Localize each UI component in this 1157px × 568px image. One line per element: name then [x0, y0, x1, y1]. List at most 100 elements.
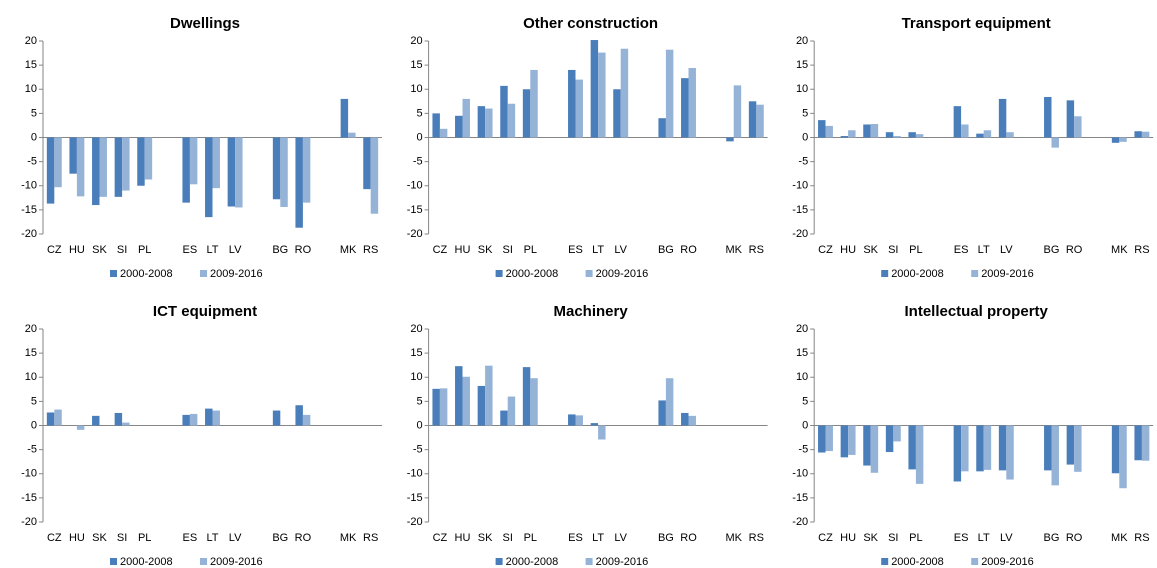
bar [575, 415, 583, 426]
y-tick-label: 10 [796, 371, 808, 383]
x-tick-label: BG [272, 532, 288, 544]
x-tick-label: PL [138, 244, 151, 256]
x-tick-label: LT [206, 532, 218, 544]
y-tick-label: -15 [792, 204, 808, 216]
bar [1111, 425, 1120, 474]
bar [189, 413, 198, 426]
y-tick-label: -15 [21, 204, 37, 216]
bar [953, 425, 962, 482]
bar [227, 137, 236, 207]
bar [568, 414, 576, 426]
x-tick-label: SI [502, 532, 512, 544]
y-tick-label: 0 [31, 131, 37, 143]
x-tick-label: ES [183, 532, 198, 544]
bar [485, 365, 493, 426]
bar [665, 378, 674, 426]
x-tick-label: RS [1134, 532, 1149, 544]
x-tick-label: SK [863, 244, 878, 256]
y-tick-label: -20 [407, 228, 423, 240]
bar [462, 98, 470, 138]
bar [455, 366, 463, 426]
x-tick-label: SI [117, 244, 127, 256]
x-tick-label: SI [888, 532, 898, 544]
bar [54, 409, 62, 426]
y-tick-label: -20 [407, 516, 423, 528]
bar [455, 115, 463, 138]
x-tick-label: MK [340, 244, 357, 256]
x-tick-label: LT [592, 532, 604, 544]
bar [1141, 425, 1150, 461]
y-tick-label: -20 [21, 516, 37, 528]
x-tick-label: RO [295, 532, 312, 544]
bar [485, 108, 493, 138]
x-tick-label: RO [295, 244, 312, 256]
y-tick-label: -5 [798, 156, 808, 168]
bar [908, 132, 916, 138]
bar [885, 132, 894, 138]
bar [363, 137, 371, 190]
y-tick-label: 20 [796, 35, 808, 47]
x-tick-label: LV [1000, 244, 1013, 256]
bar [340, 98, 349, 138]
bar [1134, 131, 1142, 138]
bar [915, 425, 924, 484]
y-tick-label: 0 [802, 131, 808, 143]
y-tick-label: -10 [21, 180, 37, 192]
y-tick-label: 20 [796, 323, 808, 335]
y-tick-label: 20 [410, 323, 422, 335]
x-tick-label: HU [69, 532, 85, 544]
x-tick-label: LT [978, 244, 990, 256]
bar [748, 101, 757, 138]
bar [998, 98, 1007, 138]
x-tick-label: ES [954, 244, 969, 256]
x-tick-label: BG [658, 532, 674, 544]
bar [1111, 137, 1120, 143]
y-tick-label: -5 [413, 444, 423, 456]
x-tick-label: SK [478, 532, 493, 544]
y-tick-label: -15 [407, 492, 423, 504]
y-tick-label: -20 [21, 228, 37, 240]
legend-swatch [495, 558, 503, 565]
legend-label: 2000-2008 [120, 556, 173, 568]
x-tick-label: CZ [47, 244, 62, 256]
bar [500, 85, 508, 138]
bar [1119, 137, 1127, 142]
y-tick-label: 0 [416, 131, 422, 143]
legend-label: 2009-2016 [596, 556, 649, 568]
x-tick-label: PL [524, 244, 537, 256]
y-tick-label: 5 [802, 107, 808, 119]
bar [1141, 131, 1150, 138]
bar [500, 410, 508, 426]
bar [590, 423, 599, 426]
x-tick-label: SK [92, 532, 107, 544]
bar [205, 408, 213, 426]
y-tick-label: 15 [796, 59, 808, 71]
bar [295, 137, 303, 228]
bar [818, 120, 826, 138]
y-tick-label: -5 [798, 444, 808, 456]
bar [137, 137, 145, 186]
legend-swatch [110, 270, 117, 277]
bar [915, 134, 924, 138]
bar [598, 52, 606, 138]
bar [530, 69, 538, 138]
y-tick-label: -10 [792, 468, 808, 480]
y-tick-label: 20 [25, 35, 37, 47]
bar [1044, 96, 1052, 138]
bar [870, 123, 879, 138]
bar [870, 425, 879, 473]
y-tick-label: -20 [792, 516, 808, 528]
y-tick-label: -5 [27, 156, 37, 168]
x-tick-label: LV [1000, 532, 1013, 544]
y-tick-label: 20 [410, 35, 422, 47]
y-tick-label: -5 [413, 156, 423, 168]
bar [370, 137, 379, 214]
x-tick-label: RS [363, 532, 378, 544]
x-tick-label: LV [229, 244, 242, 256]
bar [1006, 425, 1014, 480]
x-tick-label: SK [92, 244, 107, 256]
x-tick-label: BG [272, 244, 288, 256]
chart-title: Dwellings [170, 15, 240, 32]
